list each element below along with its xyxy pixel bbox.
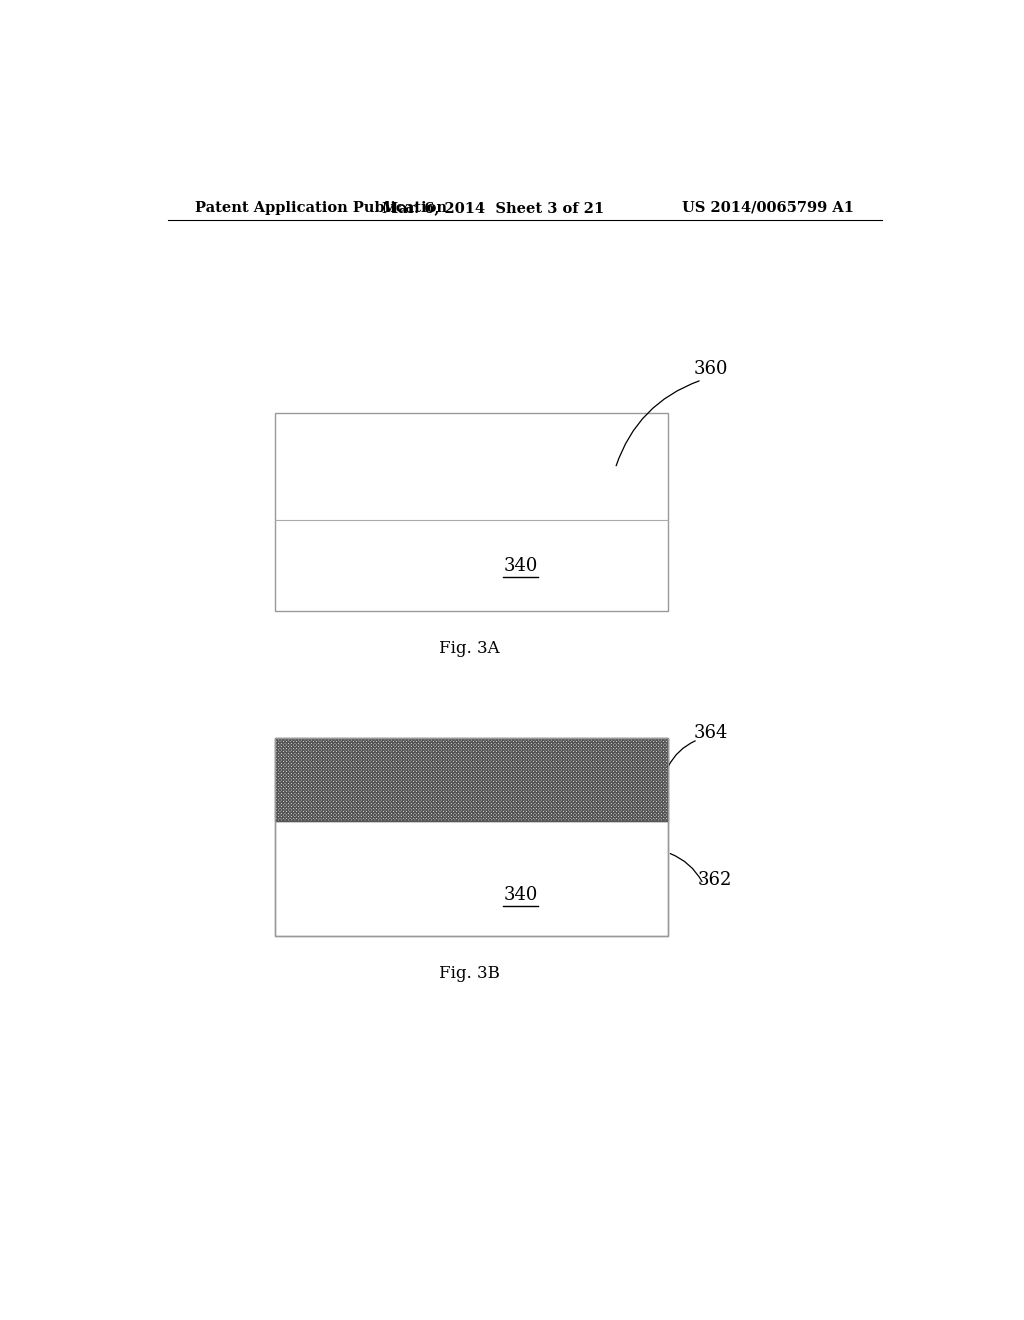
Text: 360: 360 [694,360,728,378]
Bar [274,413,668,611]
Text: Fig. 3B: Fig. 3B [439,965,500,982]
Bar [274,738,668,821]
Text: 340: 340 [504,886,538,904]
Text: Patent Application Publication: Patent Application Publication [196,201,447,215]
Text: Fig. 3A: Fig. 3A [439,640,500,657]
Bar [274,821,668,936]
Text: 362: 362 [698,871,732,890]
Text: US 2014/0065799 A1: US 2014/0065799 A1 [682,201,854,215]
Bar [274,738,668,936]
Text: 364: 364 [694,723,728,742]
Text: 340: 340 [504,557,538,576]
Text: Mar. 6, 2014  Sheet 3 of 21: Mar. 6, 2014 Sheet 3 of 21 [382,201,604,215]
